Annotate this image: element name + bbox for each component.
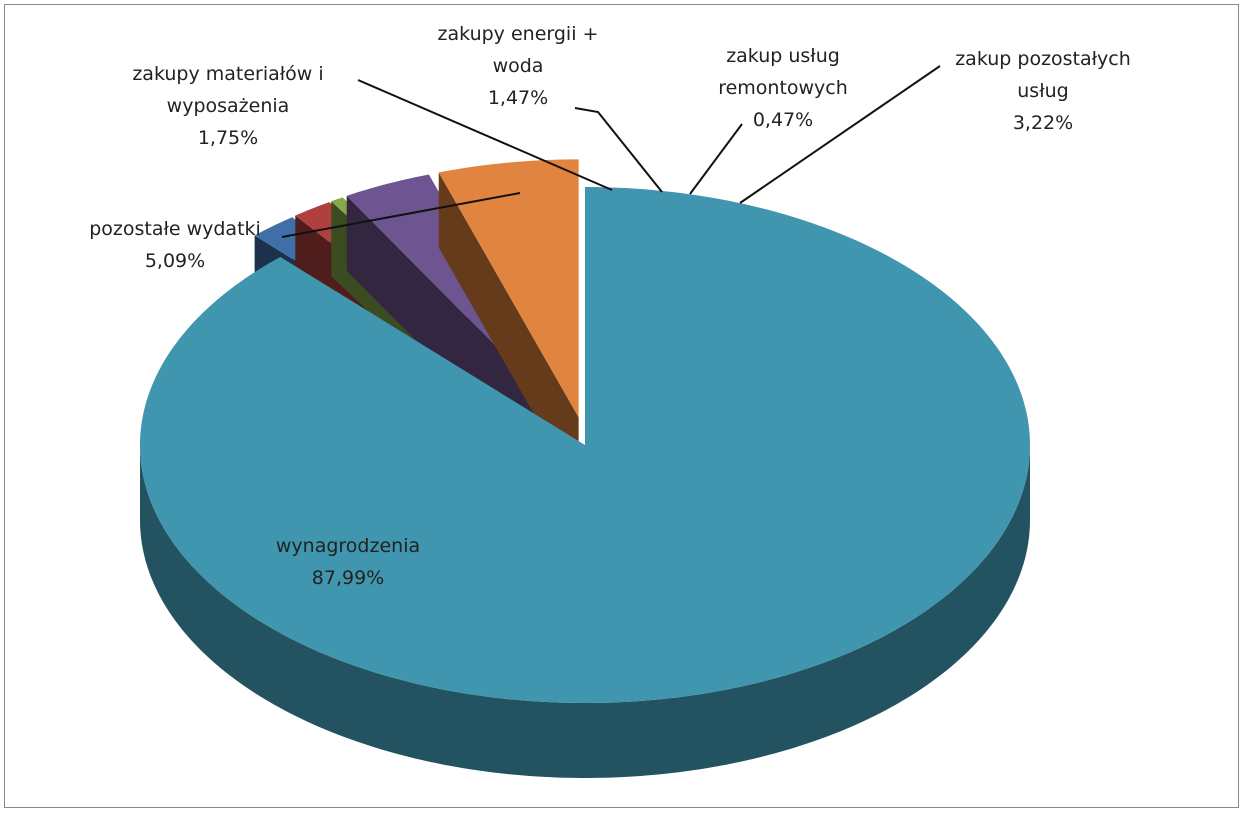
value-label: 3,22% — [1012, 112, 1074, 134]
data-label: pozostałe wydatki 5,09% — [60, 213, 290, 277]
chart-frame — [4, 4, 1239, 808]
category-name: zakup pozostałych usług — [955, 48, 1131, 102]
leader-line — [357, 79, 613, 191]
leader-line — [739, 65, 941, 204]
slice — [438, 159, 579, 418]
leader-line — [574, 107, 663, 193]
value-label: 1,75% — [197, 127, 259, 149]
slice-side — [438, 172, 579, 493]
leader-line — [689, 123, 743, 195]
category-name: pozostałe wydatki — [89, 218, 261, 240]
value-label: 0,47% — [752, 109, 814, 131]
data-label: zakupy energii + woda 1,47% — [423, 18, 613, 114]
value-label: 87,99% — [311, 567, 385, 589]
data-label: zakup usług remontowych 0,47% — [698, 40, 868, 136]
data-label: wynagrodzenia 87,99% — [218, 530, 478, 594]
slice-wall — [140, 445, 1030, 778]
value-label: 1,47% — [487, 87, 549, 109]
category-name: wynagrodzenia — [275, 535, 421, 557]
category-name: zakupy energii + woda — [437, 23, 599, 77]
slice — [140, 187, 1030, 703]
data-label: zakupy materiałów i wyposażenia 1,75% — [108, 58, 348, 154]
category-name: zakup usług remontowych — [718, 45, 848, 99]
category-name: zakupy materiałów i wyposażenia — [132, 63, 324, 117]
leader-line — [281, 192, 521, 238]
data-label: zakup pozostałych usług 3,22% — [928, 43, 1158, 139]
value-label: 5,09% — [144, 250, 206, 272]
